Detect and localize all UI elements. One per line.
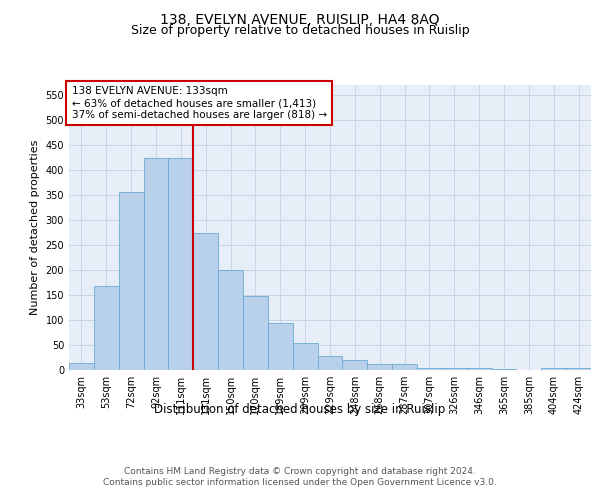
Text: Contains HM Land Registry data © Crown copyright and database right 2024.
Contai: Contains HM Land Registry data © Crown c… <box>103 468 497 487</box>
Bar <box>69 362 94 370</box>
Y-axis label: Number of detached properties: Number of detached properties <box>30 140 40 315</box>
Bar <box>541 368 566 370</box>
Bar <box>218 270 243 370</box>
Bar <box>293 342 317 370</box>
Bar <box>243 296 268 370</box>
Bar <box>169 158 193 370</box>
Text: Size of property relative to detached houses in Ruislip: Size of property relative to detached ho… <box>131 24 469 37</box>
Bar <box>94 286 119 370</box>
Bar <box>343 360 367 370</box>
Bar <box>119 192 143 370</box>
Text: Distribution of detached houses by size in Ruislip: Distribution of detached houses by size … <box>154 402 446 415</box>
Bar <box>566 368 591 370</box>
Bar <box>417 368 442 370</box>
Bar <box>491 369 517 370</box>
Bar <box>392 364 417 370</box>
Text: 138, EVELYN AVENUE, RUISLIP, HA4 8AQ: 138, EVELYN AVENUE, RUISLIP, HA4 8AQ <box>160 12 440 26</box>
Text: 138 EVELYN AVENUE: 133sqm
← 63% of detached houses are smaller (1,413)
37% of se: 138 EVELYN AVENUE: 133sqm ← 63% of detac… <box>71 86 327 120</box>
Bar <box>268 322 293 370</box>
Bar <box>193 232 218 370</box>
Bar <box>442 368 467 370</box>
Bar <box>143 158 169 370</box>
Bar <box>367 364 392 370</box>
Bar <box>317 356 343 370</box>
Bar <box>467 368 491 370</box>
